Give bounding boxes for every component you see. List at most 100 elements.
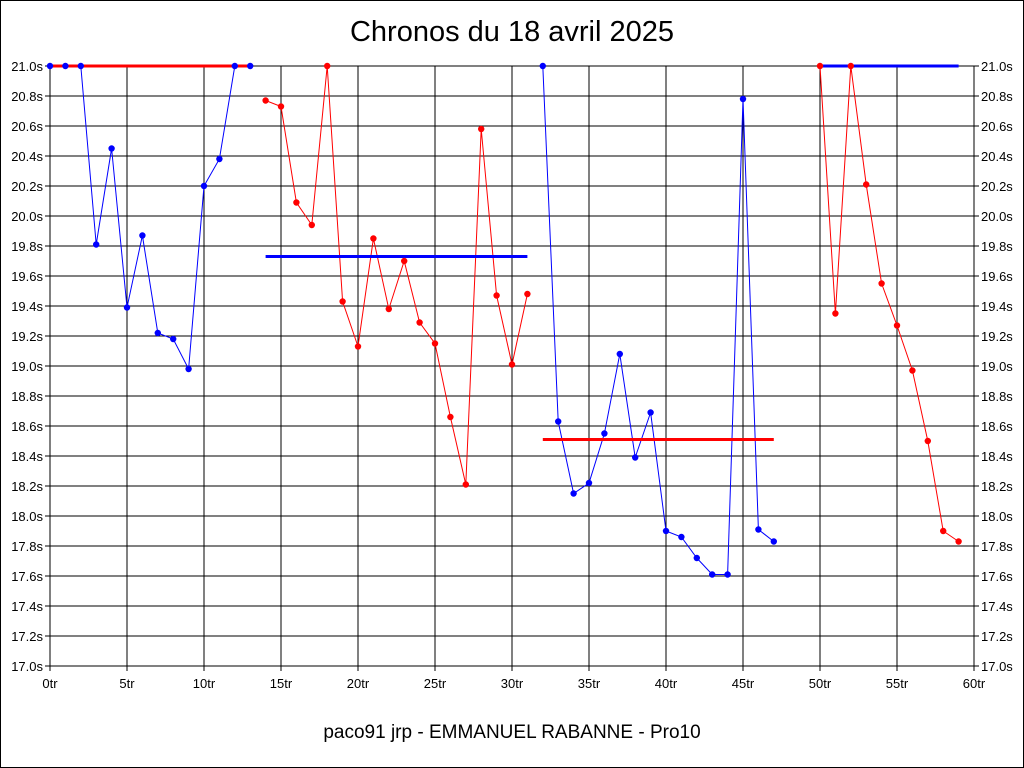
data-point bbox=[539, 62, 546, 70]
x-tick-label: 20tr bbox=[347, 676, 370, 691]
y-tick-label-left: 20.2s bbox=[11, 179, 43, 194]
data-point bbox=[277, 103, 285, 110]
data-point bbox=[93, 241, 100, 248]
data-point bbox=[262, 97, 269, 104]
x-tick-label: 60tr bbox=[963, 676, 986, 691]
data-point bbox=[370, 235, 377, 242]
data-point bbox=[616, 350, 623, 358]
data-point bbox=[940, 527, 947, 535]
plot-border bbox=[49, 65, 975, 667]
y-tick-label-right: 19.2s bbox=[981, 329, 1013, 344]
y-tick-label-right: 19.4s bbox=[981, 299, 1013, 314]
data-point bbox=[816, 62, 824, 70]
x-tick-label: 35tr bbox=[578, 676, 601, 691]
data-point bbox=[632, 454, 639, 461]
y-tick-label-right: 18.6s bbox=[981, 419, 1013, 434]
x-tick-label: 30tr bbox=[501, 676, 524, 691]
data-point bbox=[478, 125, 485, 133]
data-point bbox=[231, 62, 238, 70]
data-point bbox=[847, 62, 854, 70]
y-tick-label-left: 17.2s bbox=[11, 629, 43, 644]
data-point bbox=[893, 322, 901, 329]
x-tick-label: 50tr bbox=[809, 676, 832, 691]
x-tick-label: 55tr bbox=[886, 676, 909, 691]
y-tick-label-right: 18.0s bbox=[981, 509, 1013, 524]
y-tick-label-left: 19.4s bbox=[11, 299, 43, 314]
y-tick-label-left: 20.0s bbox=[11, 209, 43, 224]
y-tick-label-right: 20.2s bbox=[981, 179, 1013, 194]
data-point bbox=[924, 437, 931, 445]
data-point bbox=[139, 232, 146, 239]
data-point bbox=[524, 290, 531, 298]
series-line-3 bbox=[542, 65, 775, 575]
data-point bbox=[647, 409, 654, 416]
y-tick-label-left: 21.0s bbox=[11, 59, 43, 74]
data-point bbox=[755, 526, 762, 533]
series-line-1 bbox=[50, 65, 251, 371]
data-point bbox=[324, 62, 331, 70]
y-tick-label-right: 18.8s bbox=[981, 389, 1013, 404]
y-tick-label-right: 20.6s bbox=[981, 119, 1013, 134]
data-point bbox=[293, 199, 300, 206]
y-tick-label-left: 20.8s bbox=[11, 89, 43, 104]
data-point bbox=[662, 527, 670, 535]
data-point bbox=[555, 418, 562, 425]
y-tick-label-right: 20.4s bbox=[981, 149, 1013, 164]
y-tick-label-right: 20.8s bbox=[981, 89, 1013, 104]
y-tick-label-right: 17.2s bbox=[981, 629, 1013, 644]
series-line-2 bbox=[265, 65, 528, 485]
data-point bbox=[170, 335, 177, 343]
data-point bbox=[878, 280, 885, 287]
data-point bbox=[863, 181, 870, 188]
data-point bbox=[709, 571, 716, 578]
y-tick-label-right: 20.0s bbox=[981, 209, 1013, 224]
y-tick-label-left: 20.4s bbox=[11, 149, 43, 164]
y-tick-label-right: 18.4s bbox=[981, 449, 1013, 464]
y-tick-label-left: 18.6s bbox=[11, 419, 43, 434]
y-tick-label-right: 19.0s bbox=[981, 359, 1013, 374]
y-tick-label-right: 19.6s bbox=[981, 269, 1013, 284]
data-point bbox=[770, 538, 777, 545]
data-point bbox=[46, 62, 54, 70]
data-point bbox=[216, 155, 223, 163]
y-tick-label-left: 18.0s bbox=[11, 509, 43, 524]
data-point bbox=[308, 221, 315, 229]
series-line-4 bbox=[819, 65, 959, 542]
x-tick-label: 0tr bbox=[42, 676, 58, 691]
y-tick-label-right: 21.0s bbox=[981, 59, 1013, 74]
data-point bbox=[123, 304, 131, 311]
data-point bbox=[832, 310, 839, 317]
data-point bbox=[493, 292, 500, 299]
data-point bbox=[354, 343, 362, 350]
data-point bbox=[385, 305, 392, 313]
data-point bbox=[62, 62, 69, 70]
data-point bbox=[77, 62, 85, 70]
data-point bbox=[462, 481, 469, 488]
x-tick-label: 15tr bbox=[270, 676, 293, 691]
y-tick-label-left: 18.2s bbox=[11, 479, 43, 494]
data-point bbox=[431, 340, 439, 347]
y-tick-label-right: 17.0s bbox=[981, 659, 1013, 674]
x-tick-label: 40tr bbox=[655, 676, 678, 691]
data-point bbox=[909, 367, 916, 374]
x-tick-label: 10tr bbox=[193, 676, 216, 691]
data-point bbox=[601, 430, 608, 437]
data-point bbox=[247, 62, 254, 70]
data-point bbox=[401, 257, 408, 265]
data-point bbox=[724, 571, 731, 578]
y-tick-label-left: 17.4s bbox=[11, 599, 43, 614]
y-tick-label-left: 17.8s bbox=[11, 539, 43, 554]
data-point bbox=[154, 329, 161, 337]
y-tick-label-right: 18.2s bbox=[981, 479, 1013, 494]
x-tick-label: 45tr bbox=[732, 676, 755, 691]
y-tick-label-left: 19.0s bbox=[11, 359, 43, 374]
data-point bbox=[570, 490, 577, 497]
y-tick-label-left: 17.6s bbox=[11, 569, 43, 584]
y-tick-label-left: 18.8s bbox=[11, 389, 43, 404]
y-tick-label-left: 19.2s bbox=[11, 329, 43, 344]
data-point bbox=[447, 413, 454, 421]
data-point bbox=[339, 298, 346, 305]
data-point bbox=[108, 145, 115, 152]
y-tick-label-left: 17.0s bbox=[11, 659, 43, 674]
data-point bbox=[508, 361, 516, 368]
